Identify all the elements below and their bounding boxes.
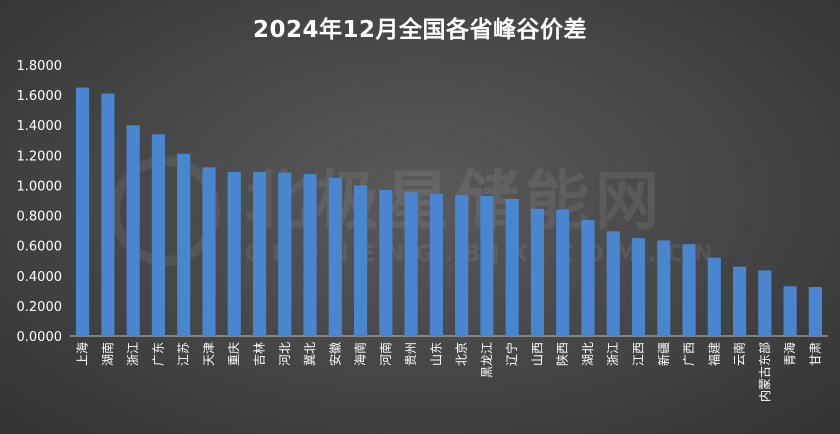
x-category-label: 陕西 [555, 342, 570, 366]
x-category-label: 广东 [151, 342, 165, 366]
bar [581, 220, 595, 336]
x-category-label: 湖南 [100, 342, 115, 366]
bar [227, 171, 241, 336]
x-category-label: 甘肃 [808, 342, 822, 366]
chart-title: 2024年12月全国各省峰谷价差 [252, 17, 588, 43]
x-category-label: 黑龙江 [480, 342, 494, 378]
bar [404, 192, 418, 336]
x-category-label: 浙江 [606, 342, 620, 366]
bar [783, 286, 797, 336]
x-category-label: 青海 [782, 342, 797, 366]
bar [278, 172, 292, 336]
y-tick-label: 0.4000 [17, 270, 63, 285]
bar [606, 231, 620, 336]
bar [252, 171, 267, 336]
x-category-label: 辽宁 [504, 342, 519, 366]
bar [733, 266, 747, 336]
bar [328, 177, 342, 336]
bar [151, 134, 165, 336]
x-category-label: 重庆 [227, 342, 241, 366]
bar [177, 153, 191, 336]
x-category-label: 海南 [353, 342, 368, 366]
bar [707, 257, 721, 336]
x-category-label: 江苏 [177, 342, 191, 366]
bar [202, 167, 216, 336]
y-tick-label: 0.6000 [17, 240, 63, 255]
bar [76, 87, 90, 336]
x-category-label: 安徽 [327, 342, 342, 366]
x-category-label: 广西 [682, 342, 696, 366]
bar [101, 93, 115, 336]
x-category-label: 吉林 [253, 342, 267, 366]
bar [657, 240, 671, 336]
bar [631, 238, 646, 336]
y-tick-label: 1.2000 [17, 149, 63, 164]
x-category-label: 湖北 [580, 342, 595, 366]
x-category-label: 上海 [75, 342, 90, 366]
y-tick-label: 0.8000 [17, 210, 63, 225]
bar [530, 208, 544, 336]
x-category-label: 内蒙古东部 [757, 342, 772, 402]
x-category-label: 福建 [706, 342, 721, 366]
bar [682, 244, 696, 336]
x-category-label: 冀北 [303, 342, 317, 366]
x-category-label: 贵州 [404, 342, 418, 366]
x-category-label: 山东 [429, 342, 443, 366]
y-tick-label: 1.8000 [17, 59, 63, 74]
bar [379, 189, 393, 336]
x-category-label: 山西 [530, 342, 544, 366]
x-category-label: 北京 [455, 342, 469, 366]
y-tick-label: 1.4000 [17, 119, 63, 134]
x-category-label: 新疆 [656, 342, 671, 366]
bar [808, 287, 822, 336]
x-category-label: 浙江 [126, 342, 140, 366]
x-category-label: 云南 [732, 342, 747, 366]
bar [758, 270, 772, 336]
bar [455, 195, 469, 336]
bar [354, 185, 368, 336]
y-tick-label: 0.0000 [17, 330, 63, 345]
bar [126, 125, 140, 336]
bar [429, 193, 443, 336]
x-category-label: 江西 [632, 342, 646, 366]
bar [556, 209, 570, 336]
x-category-label: 天津 [202, 342, 216, 366]
y-tick-label: 0.2000 [17, 300, 63, 315]
bar [303, 174, 317, 336]
x-category-label: 河北 [278, 342, 292, 366]
x-category-label: 河南 [378, 342, 393, 366]
y-tick-label: 1.6000 [17, 89, 63, 104]
bar [505, 198, 519, 336]
bar [480, 195, 494, 336]
y-tick-label: 1.0000 [17, 179, 63, 194]
